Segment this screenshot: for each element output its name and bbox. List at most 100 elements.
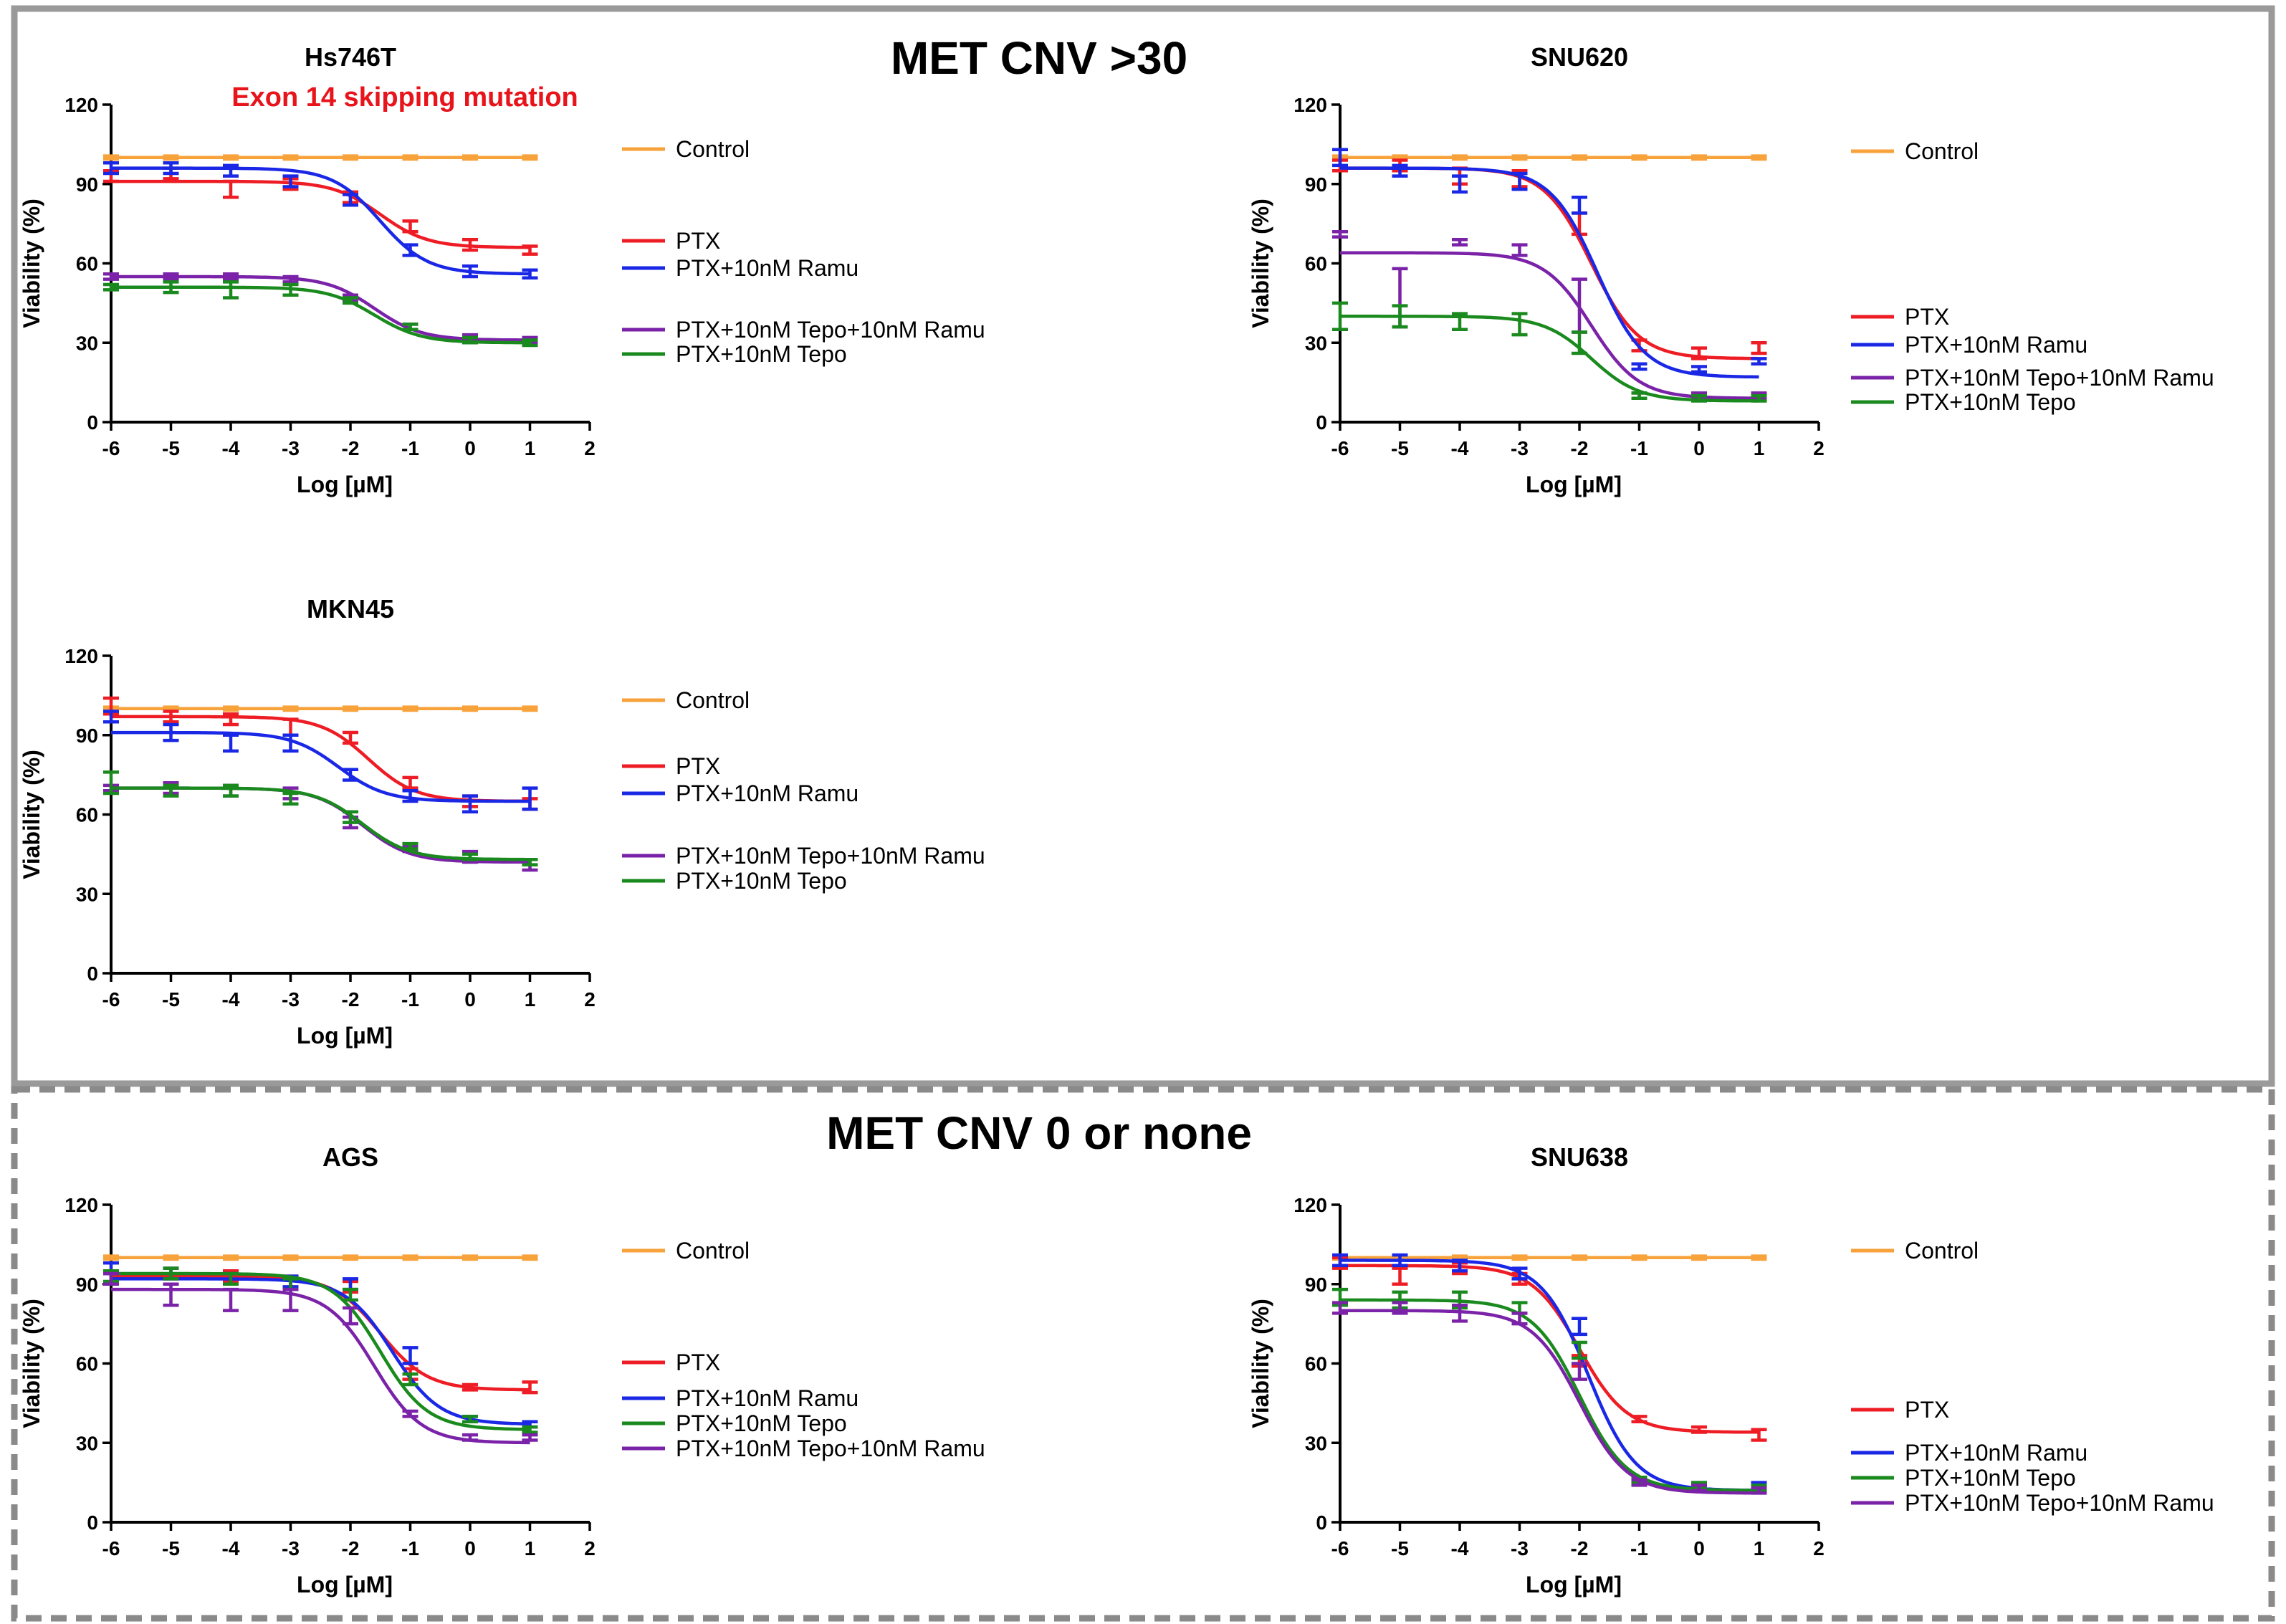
y-axis-label-snu638: Viability (%) <box>1248 1299 1273 1428</box>
y-tick-label-snu638: 120 <box>1293 1194 1327 1216</box>
chart-title-snu620: SNU620 <box>1531 42 1628 72</box>
data-point-ags-ptx <box>462 1382 478 1392</box>
data-point-hs746t-ptx-10nm-tepo <box>103 282 119 292</box>
data-point-snu638-control <box>1631 1254 1647 1261</box>
y-tick-label-mkn45: 60 <box>76 804 98 826</box>
data-point-hs746t-ptx-10nm-tepo-10nm-ramu <box>282 274 299 284</box>
legend-label-ags-ptx-10nm-tepo: PTX+10nM Tepo <box>676 1410 847 1436</box>
data-point-ags-control <box>462 1254 478 1261</box>
data-point-snu620-ptx-10nm-tepo <box>1332 301 1348 332</box>
x-tick-label-snu638: -5 <box>1391 1537 1409 1559</box>
data-point-snu638-ptx-10nm-ramu <box>1392 1253 1408 1268</box>
y-tick-label-snu620: 60 <box>1305 253 1327 275</box>
data-point-hs746t-ptx-10nm-ramu <box>103 161 119 176</box>
data-point-ags-ptx-10nm-tepo-10nm-ramu <box>402 1409 419 1418</box>
legend-label-snu638-ptx-10nm-tepo-10nm-ramu: PTX+10nM Tepo+10nM Ramu <box>1905 1490 2214 1516</box>
data-point-ags-ptx-10nm-tepo-10nm-ramu <box>282 1287 299 1312</box>
x-tick-label-hs746t: -4 <box>222 437 240 459</box>
x-axis-label-hs746t: Log [µM] <box>297 472 393 497</box>
data-point-snu620-control <box>1572 154 1587 161</box>
data-point-hs746t-ptx-10nm-tepo <box>163 280 179 295</box>
data-point-snu638-ptx-10nm-tepo-10nm-ramu <box>1691 1484 1707 1492</box>
data-point-mkn45-control <box>522 705 538 712</box>
x-tick-label-ags: 2 <box>584 1537 596 1559</box>
data-point-mkn45-ptx-10nm-tepo <box>223 783 239 798</box>
data-point-mkn45-control <box>402 705 419 712</box>
data-point-snu620-ptx-10nm-ramu <box>1332 148 1348 168</box>
data-point-hs746t-ptx-10nm-ramu <box>223 163 239 178</box>
data-point-hs746t-control <box>282 154 299 161</box>
data-point-ags-ptx-10nm-tepo-10nm-ramu <box>462 1433 478 1442</box>
y-tick-label-ags: 90 <box>76 1274 98 1296</box>
curve-hs746t-ptx-10nm-tepo-10nm-ramu <box>111 274 530 342</box>
y-axis-label-ags: Viability (%) <box>19 1299 44 1428</box>
data-point-ags-ptx <box>522 1380 538 1395</box>
x-tick-label-snu638: -2 <box>1571 1537 1589 1559</box>
data-point-mkn45-ptx-10nm-tepo <box>402 841 419 851</box>
data-point-snu620-ptx-10nm-tepo <box>1572 330 1587 355</box>
data-point-mkn45-control <box>282 705 299 712</box>
section-title-met-cnv-high: MET CNV >30 <box>891 32 1187 84</box>
y-tick-label-hs746t: 30 <box>76 332 98 354</box>
x-tick-label-snu638: 1 <box>1754 1537 1765 1559</box>
legend-label-snu638-control: Control <box>1905 1238 1979 1264</box>
data-point-hs746t-control <box>402 154 419 161</box>
x-tick-label-snu620: -6 <box>1331 437 1349 459</box>
curve-snu620-ptx-10nm-ramu <box>1340 166 1759 379</box>
legend-label-mkn45-ptx-10nm-tepo: PTX+10nM Tepo <box>676 868 847 894</box>
curve-snu638-ptx-10nm-tepo <box>1340 1298 1759 1492</box>
y-tick-label-mkn45: 90 <box>76 725 98 747</box>
x-tick-label-hs746t: 0 <box>464 437 476 459</box>
data-point-snu620-ptx-10nm-tepo <box>1511 312 1528 337</box>
x-tick-label-ags: -4 <box>222 1537 240 1559</box>
data-point-mkn45-ptx <box>223 712 239 727</box>
curve-snu638-ptx-10nm-tepo-10nm-ramu <box>1340 1309 1759 1495</box>
x-tick-label-hs746t: -5 <box>162 437 180 459</box>
data-point-ags-ptx-10nm-ramu <box>402 1346 419 1365</box>
data-point-ags-ptx-10nm-tepo-10nm-ramu <box>103 1271 119 1286</box>
x-tick-label-snu620: 2 <box>1813 437 1825 459</box>
x-tick-label-ags: -2 <box>342 1537 360 1559</box>
data-point-hs746t-ptx-10nm-ramu <box>522 268 538 280</box>
section-title-met-cnv-none: MET CNV 0 or none <box>826 1107 1252 1159</box>
chart-title-snu638: SNU638 <box>1531 1142 1628 1172</box>
y-axis-label-hs746t: Viability (%) <box>19 199 44 328</box>
data-point-ags-ptx-10nm-tepo <box>522 1425 538 1434</box>
y-tick-label-hs746t: 90 <box>76 173 98 196</box>
data-point-hs746t-ptx <box>402 219 419 234</box>
data-point-hs746t-control <box>103 154 119 161</box>
data-point-ags-ptx-10nm-tepo-10nm-ramu <box>343 1306 358 1326</box>
data-point-hs746t-ptx-10nm-tepo <box>522 338 538 348</box>
data-point-hs746t-ptx-10nm-tepo <box>343 296 358 305</box>
curve-ags-ptx-10nm-ramu <box>111 1277 530 1426</box>
data-point-snu638-ptx-10nm-tepo-10nm-ramu <box>1452 1304 1468 1323</box>
y-tick-label-mkn45: 30 <box>76 883 98 905</box>
data-point-snu620-ptx-10nm-ramu <box>1751 357 1767 366</box>
curve-mkn45-ptx-10nm-tepo <box>111 786 530 861</box>
y-tick-label-hs746t: 120 <box>64 94 98 116</box>
data-point-snu638-ptx-10nm-tepo <box>1572 1340 1587 1360</box>
data-point-hs746t-control <box>522 154 538 161</box>
data-point-ags-control <box>223 1254 239 1261</box>
x-tick-label-mkn45: -4 <box>222 988 240 1011</box>
y-tick-label-ags: 30 <box>76 1432 98 1454</box>
y-tick-label-snu620: 90 <box>1305 173 1327 196</box>
y-tick-label-snu620: 120 <box>1293 94 1327 116</box>
data-point-snu638-ptx-10nm-tepo-10nm-ramu <box>1751 1486 1767 1495</box>
data-point-snu620-ptx-10nm-ramu <box>1572 195 1587 215</box>
x-tick-label-snu638: 0 <box>1693 1537 1705 1559</box>
data-point-mkn45-ptx-10nm-ramu <box>103 710 119 724</box>
data-point-snu638-ptx <box>1751 1428 1767 1442</box>
legend-label-hs746t-control: Control <box>676 136 750 162</box>
legend-label-snu620-ptx-10nm-tepo: PTX+10nM Tepo <box>1905 389 2076 415</box>
x-tick-label-hs746t: -1 <box>401 437 419 459</box>
legend-label-ags-ptx-10nm-tepo-10nm-ramu: PTX+10nM Tepo+10nM Ramu <box>676 1436 985 1461</box>
data-point-hs746t-control <box>223 154 239 161</box>
chart-title-mkn45: MKN45 <box>307 594 394 624</box>
data-point-hs746t-ptx-10nm-ramu <box>343 193 358 207</box>
data-point-snu620-ptx-10nm-tepo-10nm-ramu <box>1452 238 1468 247</box>
data-point-snu638-ptx-10nm-ramu <box>1511 1266 1528 1281</box>
data-point-snu620-ptx <box>1691 346 1707 360</box>
data-point-hs746t-control <box>163 154 179 161</box>
